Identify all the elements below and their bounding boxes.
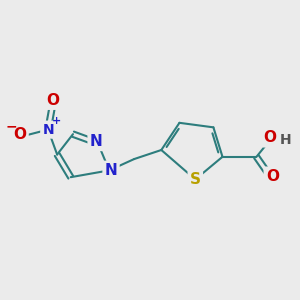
- Text: N: N: [105, 163, 117, 178]
- Text: S: S: [190, 172, 201, 187]
- Text: O: O: [266, 169, 279, 184]
- Text: +: +: [52, 116, 61, 127]
- Text: H: H: [280, 133, 292, 147]
- Text: O: O: [14, 127, 26, 142]
- Text: N: N: [90, 134, 103, 149]
- Text: N: N: [42, 123, 54, 136]
- Text: −: −: [6, 119, 18, 134]
- Text: O: O: [263, 130, 277, 145]
- Text: O: O: [46, 93, 59, 108]
